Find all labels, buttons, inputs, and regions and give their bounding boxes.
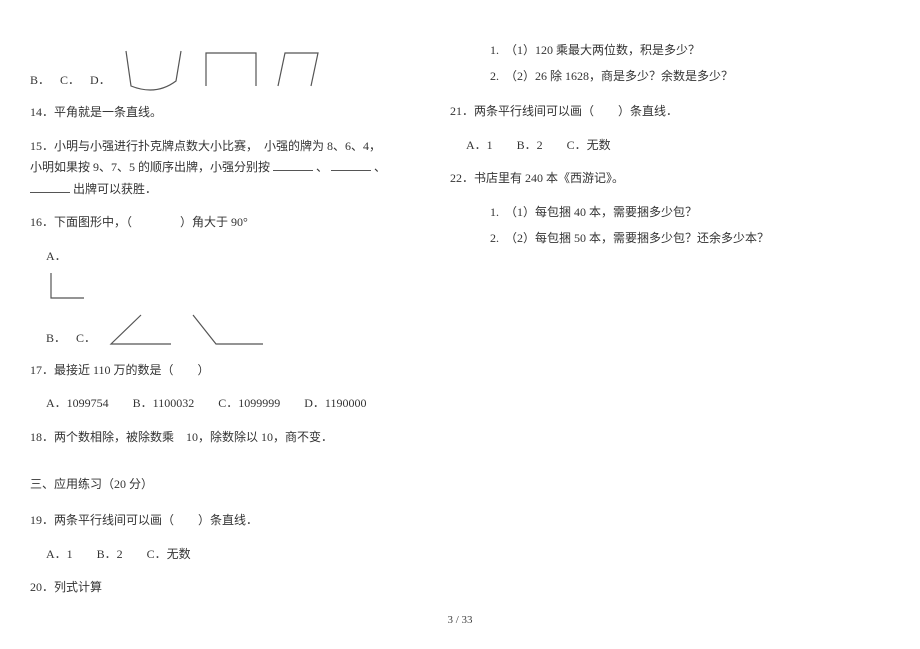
q20: 20．列式计算 [30,577,410,599]
q22-sub2: 2. （2）每包捆 50 本，需要捆多少包？还余多少本？ [450,228,870,250]
q15-sep1: 、 [316,160,328,174]
q15-sep2: 、 [374,160,386,174]
q14: 14．平角就是一条直线。 [30,102,410,124]
q13-figure-d2 [273,46,329,92]
q13-figure-d1 [201,46,263,92]
q15-line3: 出牌可以获胜． [73,182,157,196]
page-body: B． C． D． 14．平角就是一条直线。 15．小明与小强进行扑克牌点数大小比… [0,0,920,641]
q16-opt-a-row: A． [30,246,410,304]
q13-opt-c: C． [60,70,80,92]
q13-options-row: B． C． D． [30,46,410,92]
q17: 17．最接近 110 万的数是（ ） [30,360,410,382]
q15-blank3 [30,181,70,193]
page-number: 3 / 33 [447,611,472,631]
q16-figure-c [188,310,268,350]
q22-sub1: 1. （1）每包捆 40 本，需要捆多少包？ [450,202,870,224]
left-column: B． C． D． 14．平角就是一条直线。 15．小明与小强进行扑克牌点数大小比… [30,40,410,611]
q16-figure-a [46,268,88,304]
q16-figure-b [106,310,178,350]
q20-sub1: 1. （1）120 乘最大两位数，积是多少？ [450,40,870,62]
q13-figure-cd [121,46,191,92]
q15-blank2 [331,159,371,171]
q17-opts: A．1099754 B．1100032 C．1099999 D．1190000 [30,393,410,415]
q20-sub2: 2. （2）26 除 1628，商是多少？余数是多少？ [450,66,870,88]
q13-opt-d: D． [90,70,111,92]
section-3-title: 三、应用练习（20 分） [30,474,410,496]
q21-opts: A．1 B．2 C．无数 [450,135,870,157]
q16-opt-b: B． [46,328,66,350]
q16-opt-a-label: A． [46,246,410,268]
q19-opts: A．1 B．2 C．无数 [30,544,410,566]
q15-line1: 15．小明与小强进行扑克牌点数大小比赛， 小强的牌为 8、6、4， [30,139,381,153]
q15: 15．小明与小强进行扑克牌点数大小比赛， 小强的牌为 8、6、4， 小明如果按 … [30,136,410,201]
q16-opts-bc-row: B． C． [30,310,410,350]
q22: 22．书店里有 240 本《西游记》。 [450,168,870,190]
q21: 21．两条平行线间可以画（ ）条直线． [450,101,870,123]
q15-blank1 [273,159,313,171]
q13-opt-b: B． [30,70,50,92]
q19: 19．两条平行线间可以画（ ）条直线． [30,510,410,532]
q18: 18．两个数相除，被除数乘 10，除数除以 10，商不变． [30,427,410,449]
q16-opt-c: C． [76,328,96,350]
right-column: 1. （1）120 乘最大两位数，积是多少？ 2. （2）26 除 1628，商… [450,40,870,611]
q16: 16．下面图形中，（ ）角大于 90° [30,212,410,234]
q15-line2a: 小明如果按 9、7、5 的顺序出牌，小强分别按 [30,160,273,174]
